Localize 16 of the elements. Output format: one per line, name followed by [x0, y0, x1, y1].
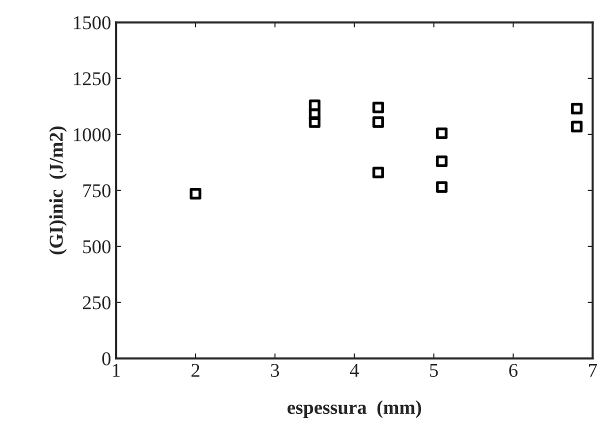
x-tick-label: 4: [350, 364, 359, 377]
y-tick-label: 0: [102, 352, 110, 366]
y-tick-label: 750: [83, 184, 110, 198]
y-axis-title: (GI)inic (J/m2): [49, 126, 67, 254]
x-tick-label: 3: [271, 364, 280, 377]
x-tick-label: 6: [509, 364, 518, 377]
y-tick-label: 500: [83, 240, 110, 254]
x-tick-label: 1: [112, 364, 120, 377]
x-tick-label: 5: [430, 364, 438, 377]
x-tick-label: 2: [192, 364, 200, 377]
x-tick-label: 7: [589, 364, 597, 377]
y-tick-label: 1000: [74, 128, 110, 142]
y-tick-label: 250: [82, 296, 110, 310]
x-axis-title: espessura (mm): [288, 400, 422, 418]
y-tick-label: 1250: [74, 72, 110, 86]
y-tick-label: 1500: [74, 16, 110, 30]
